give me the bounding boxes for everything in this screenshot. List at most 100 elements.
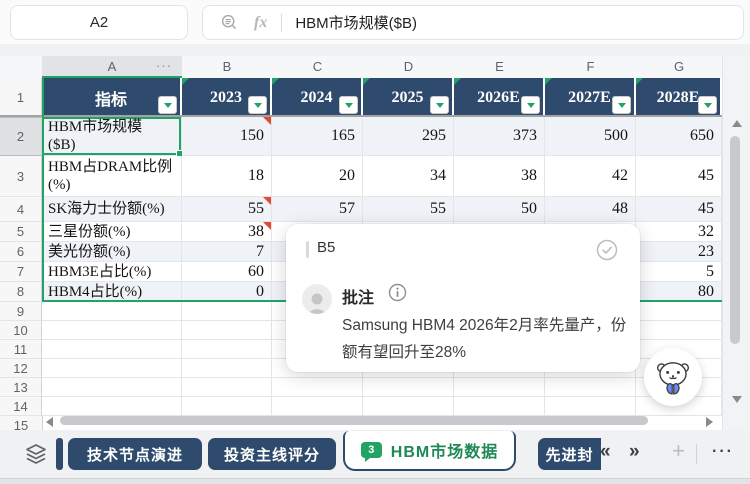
tab-investment-score[interactable]: 投资主线评分: [208, 438, 336, 470]
cell-C3[interactable]: 20: [272, 156, 363, 197]
cell-B14[interactable]: [182, 397, 272, 416]
row-header-14[interactable]: 14: [0, 397, 42, 416]
header-cell-2026E[interactable]: 2026E: [454, 78, 545, 117]
cell-G3[interactable]: 45: [636, 156, 722, 197]
cell-A12[interactable]: [42, 359, 182, 378]
cell-A14[interactable]: [42, 397, 182, 416]
cell-G8[interactable]: 80: [636, 282, 722, 302]
column-header-D[interactable]: D: [403, 59, 414, 74]
column-header-F[interactable]: F: [586, 59, 595, 74]
cell-C4[interactable]: 57: [272, 197, 363, 222]
cell-E3[interactable]: 38: [454, 156, 545, 197]
header-cell-2024[interactable]: 2024: [272, 78, 363, 117]
cell-B6[interactable]: 7: [182, 242, 272, 262]
row-header-12[interactable]: 12: [0, 359, 42, 378]
header-cell-2028E[interactable]: 2028E: [636, 78, 722, 117]
cell-F3[interactable]: 42: [545, 156, 636, 197]
row-header-15[interactable]: 15: [0, 416, 43, 430]
cell-B12[interactable]: [182, 359, 272, 378]
filter-button[interactable]: [158, 96, 177, 114]
cell-E2[interactable]: 373: [454, 117, 545, 156]
cell-G5[interactable]: 32: [636, 222, 722, 242]
assistant-mascot[interactable]: [644, 348, 702, 406]
cell-C14[interactable]: [272, 397, 363, 416]
cell-A6[interactable]: 美光份额(%): [42, 242, 182, 262]
row-header-6[interactable]: 6: [0, 242, 42, 262]
sheet-list-icon[interactable]: [24, 442, 48, 471]
cell-E13[interactable]: [454, 378, 545, 397]
row-header-13[interactable]: 13: [0, 378, 42, 397]
cell-name-box[interactable]: A2: [10, 5, 188, 40]
cell-C2[interactable]: 165: [272, 117, 363, 156]
resolve-comment-icon[interactable]: [596, 239, 618, 266]
filter-button[interactable]: [612, 96, 631, 114]
cell-G2[interactable]: 650: [636, 117, 722, 156]
cell-G4[interactable]: 45: [636, 197, 722, 222]
cell-B4[interactable]: 55: [182, 197, 272, 222]
tabs-scroll-first-button[interactable]: «: [600, 441, 611, 462]
cell-A13[interactable]: [42, 378, 182, 397]
scroll-down-icon[interactable]: [732, 396, 742, 403]
vertical-scroll-thumb[interactable]: [730, 136, 740, 344]
cell-A5[interactable]: 三星份额(%): [42, 222, 182, 242]
header-cell-2025[interactable]: 2025: [363, 78, 454, 117]
cell-D4[interactable]: 55: [363, 197, 454, 222]
row-header-5[interactable]: 5: [0, 222, 42, 242]
header-cell-2023[interactable]: 2023: [182, 78, 272, 117]
horizontal-scroll-thumb[interactable]: [60, 416, 648, 425]
fx-icon[interactable]: fx: [254, 13, 268, 31]
cell-B13[interactable]: [182, 378, 272, 397]
row-header-7[interactable]: 7: [0, 262, 42, 282]
row-header-2[interactable]: 2: [0, 117, 42, 156]
formula-bar[interactable]: fx HBM市场规模($B): [202, 5, 744, 40]
cell-A11[interactable]: [42, 340, 182, 359]
row-header-1[interactable]: 1: [0, 78, 42, 117]
column-header-C[interactable]: C: [312, 59, 323, 74]
filter-button[interactable]: [521, 96, 540, 114]
cell-G7[interactable]: 5: [636, 262, 722, 282]
search-icon[interactable]: [221, 14, 238, 31]
header-cell-indicator[interactable]: 指标: [42, 78, 182, 117]
cell-F14[interactable]: [545, 397, 636, 416]
cell-B2[interactable]: 150: [182, 117, 272, 156]
cell-A2-selected[interactable]: HBM市场规模($B): [42, 117, 184, 158]
tabs-scroll-last-button[interactable]: »: [629, 441, 640, 462]
column-header-B[interactable]: B: [222, 59, 232, 74]
add-sheet-button[interactable]: +: [672, 438, 685, 463]
cell-A9[interactable]: [42, 302, 182, 321]
row-header-8[interactable]: 8: [0, 282, 42, 302]
column-header-G[interactable]: G: [673, 59, 685, 74]
scroll-right-icon[interactable]: [706, 417, 713, 427]
cell-A10[interactable]: [42, 321, 182, 340]
tab-partial[interactable]: [56, 438, 63, 470]
cell-D14[interactable]: [363, 397, 454, 416]
column-options-button[interactable]: ···: [156, 58, 172, 73]
header-cell-2027E[interactable]: 2027E: [545, 78, 636, 117]
scroll-left-icon[interactable]: [46, 417, 53, 427]
cell-G6[interactable]: 23: [636, 242, 722, 262]
filter-button[interactable]: [248, 96, 267, 114]
cell-B7[interactable]: 60: [182, 262, 272, 282]
column-header-A[interactable]: A: [42, 56, 182, 78]
scroll-up-icon[interactable]: [732, 120, 742, 127]
cell-E4[interactable]: 50: [454, 197, 545, 222]
row-header-4[interactable]: 4: [0, 197, 42, 222]
tab-tech-node[interactable]: 技术节点演进: [68, 438, 202, 470]
formula-value[interactable]: HBM市场规模($B): [295, 15, 417, 32]
tab-hbm-market-data-active[interactable]: 3 HBM市场数据: [343, 431, 516, 471]
cell-A7[interactable]: HBM3E占比(%): [42, 262, 182, 282]
tab-advanced-packaging[interactable]: 先进封: [538, 438, 601, 470]
cell-A4[interactable]: SK海力士份额(%): [42, 197, 182, 222]
row-header-11[interactable]: 11: [0, 340, 42, 359]
row-header-3[interactable]: 3: [0, 156, 42, 197]
cell-B5[interactable]: 38: [182, 222, 272, 242]
cell-B3[interactable]: 18: [182, 156, 272, 197]
cell-B10[interactable]: [182, 321, 272, 340]
cell-F4[interactable]: 48: [545, 197, 636, 222]
filter-button[interactable]: [339, 96, 358, 114]
cell-A3[interactable]: HBM占DRAM比例(%): [42, 156, 182, 197]
cell-F13[interactable]: [545, 378, 636, 397]
vertical-scrollbar[interactable]: [722, 56, 750, 430]
cell-E14[interactable]: [454, 397, 545, 416]
cell-A8[interactable]: HBM4占比(%): [42, 282, 182, 302]
